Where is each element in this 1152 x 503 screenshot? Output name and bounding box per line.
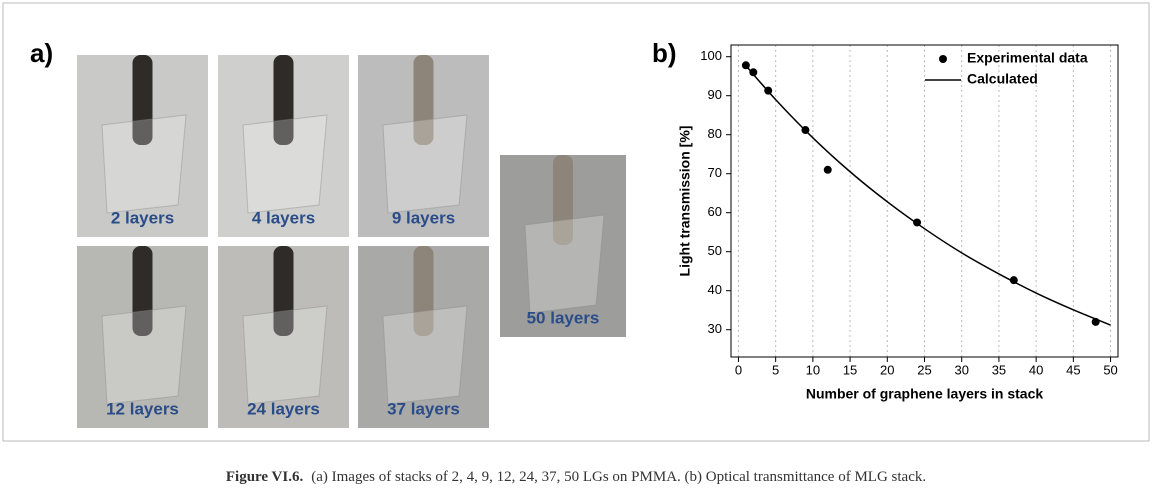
photo-label: 9 layers [392,208,455,227]
legend-marker [939,55,947,63]
fit-line [745,65,1111,326]
x-tick-label: 30 [954,362,968,377]
film [242,114,328,214]
caption-label: Figure VI.6. [226,469,304,485]
y-tick-label: 70 [708,165,722,180]
y-tick-label: 40 [708,282,722,297]
x-tick-label: 20 [880,362,894,377]
x-tick-label: 50 [1103,362,1117,377]
photo-panel: 2 layers 4 layers 9 layers 12 layers 24 laye… [77,55,626,428]
x-tick-label: 45 [1066,362,1080,377]
photo-label: 4 layers [252,208,315,227]
x-tick-label: 10 [806,362,820,377]
photo-label: 2 layers [111,208,174,227]
y-axis-label: Light transmission [%] [677,126,693,277]
x-tick-label: 0 [735,362,742,377]
x-tick-label: 5 [772,362,779,377]
rod [413,246,434,336]
rod [413,55,434,145]
film [101,114,187,214]
plot-frame [730,44,1119,358]
rod [553,155,573,245]
photo-label: 37 layers [387,399,460,418]
x-tick-label: 40 [1029,362,1043,377]
y-tick-label: 80 [708,126,722,141]
legend-label: Calculated [967,71,1038,87]
film [382,305,468,405]
photo-label: 12 layers [106,399,179,418]
data-point [823,165,832,174]
x-tick-label: 25 [917,362,931,377]
rod [273,55,294,145]
x-tick-label: 15 [843,362,857,377]
photo-label: 50 layers [527,308,600,327]
panel-label: b) [652,38,677,68]
x-tick-label: 35 [992,362,1006,377]
legend-label: Experimental data [967,50,1088,66]
rod [273,246,294,336]
y-tick-label: 100 [700,48,722,63]
y-tick-label: 90 [708,87,722,102]
rod [132,55,153,145]
film [524,214,605,314]
caption-text: (a) Images of stacks of 2, 4, 9, 12, 24,… [311,469,926,485]
film [101,305,187,405]
data-point [749,68,758,77]
figure-border [2,2,1150,442]
panel-label: a) [30,38,53,68]
film [242,305,328,405]
y-tick-label: 50 [708,243,722,258]
caption: Figure VI.6. (a) Images of stacks of 2, 4… [226,469,926,485]
y-tick-label: 60 [708,204,722,219]
film [382,114,468,214]
x-axis-label: Number of graphene layers in stack [806,386,1044,402]
y-tick-label: 30 [708,321,722,336]
photo-label: 24 layers [247,399,320,418]
rod [132,246,153,336]
